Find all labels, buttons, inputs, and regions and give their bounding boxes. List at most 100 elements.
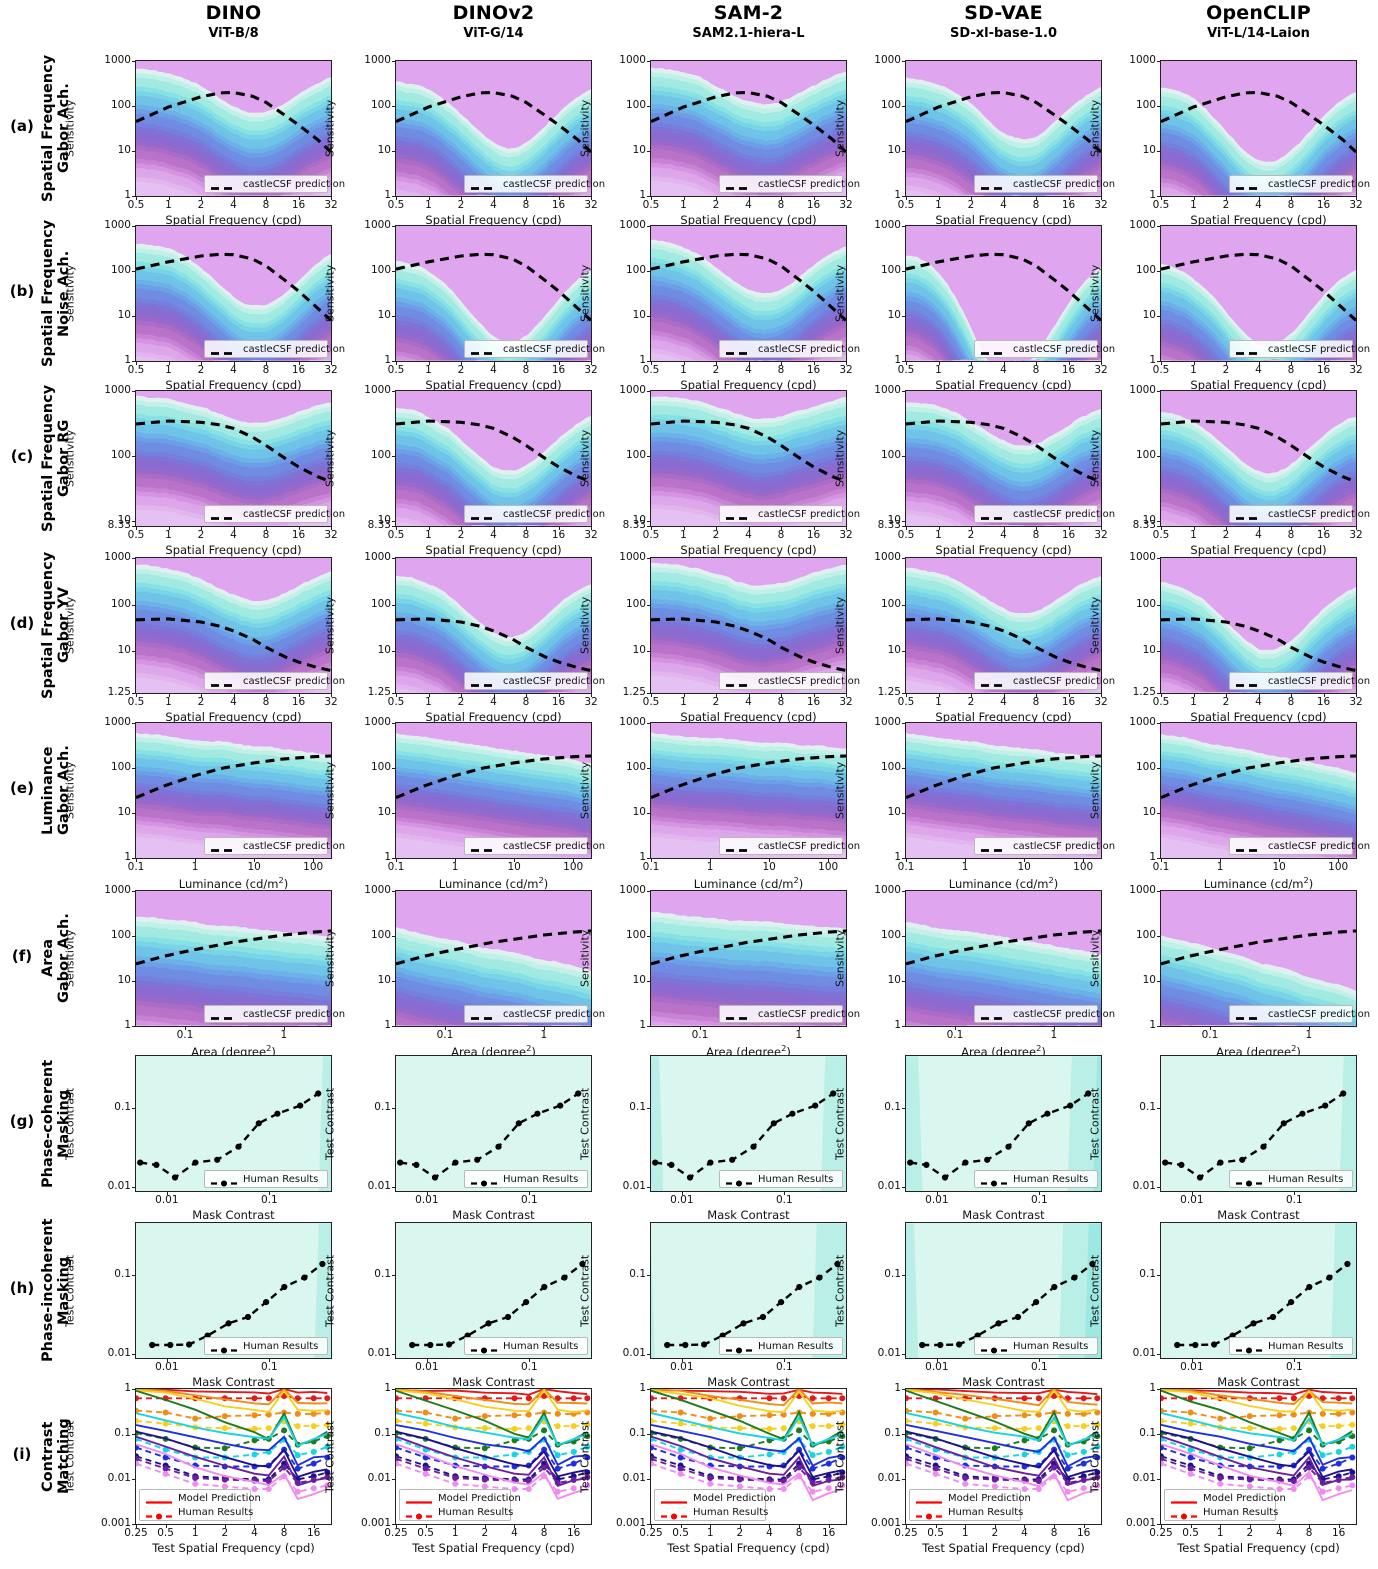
legend-row-a-dino[interactable]: castleCSF prediction xyxy=(204,175,345,193)
x-tick-mark xyxy=(493,527,495,530)
legend-row-i-openclip[interactable]: Model Prediction Human Results xyxy=(1164,1489,1286,1521)
legend-row-i-sam2[interactable]: Model Prediction Human Results xyxy=(654,1489,776,1521)
legend-row-d-sam2[interactable]: castleCSF prediction xyxy=(719,672,860,690)
model-prediction-line xyxy=(906,1435,1098,1487)
human-results-marker xyxy=(310,1460,317,1467)
x-tick-mark xyxy=(716,197,717,200)
legend-row-f-openclip[interactable]: castleCSF prediction xyxy=(1229,1005,1370,1023)
human-results-marker xyxy=(274,1110,281,1117)
x-tick-label: 0.1 xyxy=(1285,1194,1303,1206)
legend-row-h-openclip[interactable]: Human Results xyxy=(1229,1337,1353,1355)
human-results-marker xyxy=(991,1413,998,1420)
legend-row-b-dino[interactable]: castleCSF prediction xyxy=(204,340,345,358)
legend-row-e-openclip[interactable]: castleCSF prediction xyxy=(1229,837,1370,855)
x-tick-label: 0.5 xyxy=(642,696,660,708)
legend-entry-castlecsf: castleCSF prediction xyxy=(1235,840,1370,852)
x-tick-mark xyxy=(514,1525,516,1528)
legend-row-g-sdvae[interactable]: Human Results xyxy=(974,1170,1098,1188)
legend-row-b-sdvae[interactable]: castleCSF prediction xyxy=(974,340,1115,358)
legend-row-g-sam2[interactable]: Human Results xyxy=(719,1170,843,1188)
legend-row-g-dino[interactable]: Human Results xyxy=(204,1170,328,1188)
legend-row-a-sam2[interactable]: castleCSF prediction xyxy=(719,175,860,193)
y-tick-label: 100 xyxy=(625,761,646,773)
legend-row-c-sdvae[interactable]: castleCSF prediction xyxy=(974,505,1115,523)
legend-row-f-dinov2[interactable]: castleCSF prediction xyxy=(464,1005,605,1023)
legend-row-i-sdvae[interactable]: Model Prediction Human Results xyxy=(909,1489,1031,1521)
y-tick-label: 1000 xyxy=(874,219,901,231)
legend-row-b-sam2[interactable]: castleCSF prediction xyxy=(719,340,860,358)
legend-row-e-sdvae[interactable]: castleCSF prediction xyxy=(974,837,1115,855)
legend-row-h-dino[interactable]: Human Results xyxy=(204,1337,328,1355)
x-axis-label: Test Spatial Frequency (cpd) xyxy=(922,1541,1085,1555)
y-axis-label: Sensitivity xyxy=(1088,929,1102,988)
x-axis-label: Test Spatial Frequency (cpd) xyxy=(667,1541,830,1555)
legend-row-d-dino[interactable]: castleCSF prediction xyxy=(204,672,345,690)
legend-row-h-sam2[interactable]: Human Results xyxy=(719,1337,843,1355)
legend-row-f-dino[interactable]: castleCSF prediction xyxy=(204,1005,345,1023)
y-tick-mark xyxy=(1157,768,1160,769)
legend-row-e-sam2[interactable]: castleCSF prediction xyxy=(719,837,860,855)
legend-row-a-dinov2[interactable]: castleCSF prediction xyxy=(464,175,605,193)
x-tick-mark xyxy=(195,859,197,862)
human-results-line xyxy=(396,1462,588,1493)
human-results-marker xyxy=(780,1395,787,1402)
x-tick-label: 2 xyxy=(457,696,465,708)
y-tick-label: 100 xyxy=(1135,99,1156,111)
human-results-marker xyxy=(570,1460,577,1467)
legend-row-d-openclip[interactable]: castleCSF prediction xyxy=(1229,672,1370,690)
x-tick-label: 0.1 xyxy=(1152,861,1170,873)
x-tick-label: 2 xyxy=(197,364,205,376)
legend-row-g-openclip[interactable]: Human Results xyxy=(1229,1170,1353,1188)
human-results-marker xyxy=(1005,1143,1012,1150)
row-tag-h: (h) xyxy=(9,1278,35,1297)
legend-row-i-dinov2[interactable]: Model Prediction Human Results xyxy=(399,1489,521,1521)
y-tick-mark xyxy=(1157,1107,1160,1109)
legend-row-a-sdvae[interactable]: castleCSF prediction xyxy=(974,175,1115,193)
legend-row-d-sdvae[interactable]: castleCSF prediction xyxy=(974,672,1115,690)
legend-row-g-dinov2[interactable]: Human Results xyxy=(464,1170,588,1188)
human-results-marker xyxy=(1187,1446,1194,1453)
x-axis-label: Spatial Frequency (cpd) xyxy=(680,710,817,724)
legend-row-b-dinov2[interactable]: castleCSF prediction xyxy=(464,340,605,358)
legend-row-f-sam2[interactable]: castleCSF prediction xyxy=(719,1005,860,1023)
x-tick-label: 2 xyxy=(1222,696,1230,708)
y-tick-label: 1000 xyxy=(364,551,391,563)
y-axis-label: Sensitivity xyxy=(833,596,847,655)
x-tick-mark xyxy=(298,362,300,365)
legend-row-e-dinov2[interactable]: castleCSF prediction xyxy=(464,837,605,855)
x-tick-label: 2 xyxy=(991,1527,999,1539)
human-results-marker xyxy=(186,1341,193,1348)
human-results-line xyxy=(136,1395,328,1400)
y-tick-label: 0.01 xyxy=(877,1472,901,1484)
human-results-marker xyxy=(554,1465,561,1472)
y-tick-mark xyxy=(1157,1187,1160,1189)
x-tick-mark xyxy=(396,1525,397,1528)
legend-row-i-dino[interactable]: Model Prediction Human Results xyxy=(139,1489,261,1521)
plot-panel-row-c-dinov2 xyxy=(395,390,592,527)
legend-row-c-sam2[interactable]: castleCSF prediction xyxy=(719,505,860,523)
y-tick-mark xyxy=(132,813,135,814)
legend-row-c-dinov2[interactable]: castleCSF prediction xyxy=(464,505,605,523)
x-tick-label: 2 xyxy=(1246,1527,1254,1539)
human-results-marker xyxy=(707,1475,714,1481)
legend-row-f-sdvae[interactable]: castleCSF prediction xyxy=(974,1005,1115,1023)
legend-row-e-dino[interactable]: castleCSF prediction xyxy=(204,837,345,855)
legend-row-h-sdvae[interactable]: Human Results xyxy=(974,1337,1098,1355)
x-tick-mark xyxy=(784,1359,786,1362)
legend-row-d-dinov2[interactable]: castleCSF prediction xyxy=(464,672,605,690)
model-prediction-line xyxy=(136,1430,328,1479)
x-axis-label: Spatial Frequency (cpd) xyxy=(680,543,817,557)
x-tick-label: 16 xyxy=(1061,364,1076,376)
legend-row-c-openclip[interactable]: castleCSF prediction xyxy=(1229,505,1370,523)
legend-row-a-openclip[interactable]: castleCSF prediction xyxy=(1229,175,1370,193)
legend-row-h-dinov2[interactable]: Human Results xyxy=(464,1337,588,1355)
castlecsf-prediction-line xyxy=(651,929,846,966)
human-results-marker xyxy=(1067,1102,1074,1109)
legend-entry-human: Human Results xyxy=(210,1340,322,1353)
legend-row-c-dino[interactable]: castleCSF prediction xyxy=(204,505,345,523)
legend-row-b-openclip[interactable]: castleCSF prediction xyxy=(1229,340,1370,358)
human-results-marker xyxy=(1080,1477,1087,1483)
y-tick-label: 1.25 xyxy=(107,686,131,698)
human-results-marker xyxy=(1021,1412,1028,1419)
x-tick-mark xyxy=(558,527,560,530)
